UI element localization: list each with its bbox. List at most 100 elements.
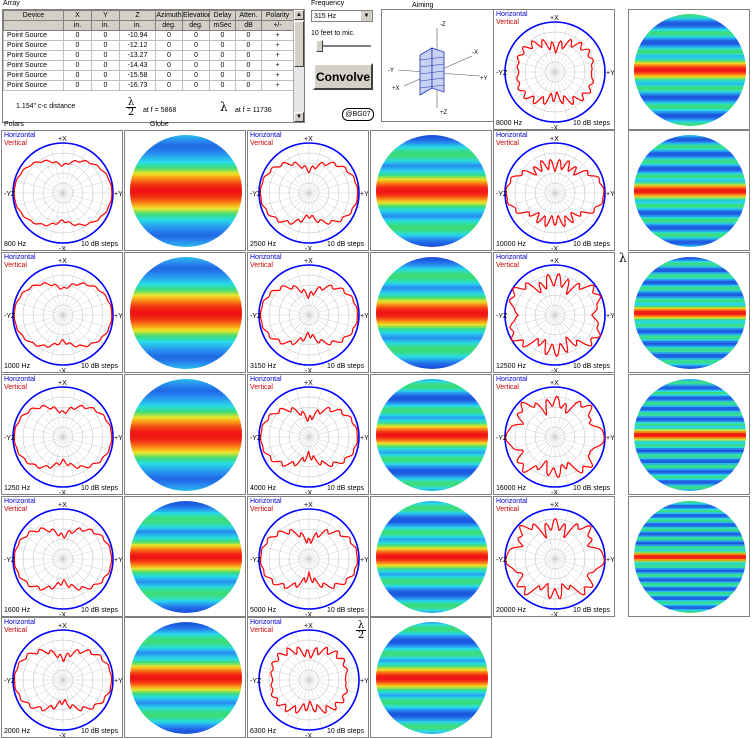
horizontal-legend: Horizontal xyxy=(496,376,528,383)
polar-frequency: 16000 Hz xyxy=(496,485,526,492)
table-cell[interactable]: -10.94 xyxy=(119,30,156,41)
horizontal-trace xyxy=(12,264,114,366)
table-cell[interactable]: 0 xyxy=(63,50,92,61)
column-header[interactable]: Device xyxy=(3,10,64,21)
table-cell[interactable]: 0 xyxy=(155,60,183,71)
table-cell[interactable]: Point Source xyxy=(3,70,64,81)
convolve-button[interactable]: Convolve xyxy=(313,63,373,90)
column-header[interactable]: Azimuth xyxy=(155,10,183,21)
table-cell[interactable]: + xyxy=(261,70,294,81)
table-cell[interactable]: Point Source xyxy=(3,30,64,41)
column-header[interactable]: Elevation xyxy=(182,10,210,21)
table-cell[interactable]: 0 xyxy=(91,60,120,71)
table-cell[interactable]: 0 xyxy=(182,50,210,61)
aiming-view[interactable]: -Z +Z -Y +Y +X -X xyxy=(381,9,494,122)
table-cell[interactable]: + xyxy=(261,60,294,71)
column-header[interactable]: Y xyxy=(91,10,120,21)
table-cell[interactable]: + xyxy=(261,80,294,91)
table-cell[interactable]: 0 xyxy=(235,60,262,71)
unit-cell: +/- xyxy=(261,20,294,31)
table-cell[interactable]: Point Source xyxy=(3,50,64,61)
horizontal-trace xyxy=(504,21,606,123)
column-header[interactable]: Polarity xyxy=(261,10,294,21)
table-cell[interactable]: + xyxy=(261,30,294,41)
table-cell[interactable]: Point Source xyxy=(3,60,64,71)
axis-label: -YZ xyxy=(4,557,16,564)
table-cell[interactable]: 0 xyxy=(91,40,120,51)
table-cell[interactable]: 0 xyxy=(209,70,236,81)
axis-label: +X xyxy=(550,502,559,509)
table-cell[interactable]: 0 xyxy=(235,40,262,51)
table-cell[interactable]: 0 xyxy=(63,60,92,71)
table-cell[interactable]: -14.43 xyxy=(119,60,156,71)
distance-slider[interactable] xyxy=(316,40,371,52)
horizontal-legend: Horizontal xyxy=(250,132,282,139)
column-header[interactable]: Delay xyxy=(209,10,236,21)
table-cell[interactable]: 0 xyxy=(155,50,183,61)
table-cell[interactable]: 0 xyxy=(209,80,236,91)
table-cell[interactable]: -13.27 xyxy=(119,50,156,61)
table-cell[interactable]: 0 xyxy=(182,40,210,51)
scroll-up-icon[interactable]: ▲ xyxy=(294,10,304,20)
table-cell[interactable]: 0 xyxy=(235,50,262,61)
globe-plot xyxy=(370,617,492,738)
table-cell[interactable]: 0 xyxy=(91,80,120,91)
table-cell[interactable]: 0 xyxy=(63,70,92,81)
table-cell[interactable]: 0 xyxy=(209,60,236,71)
table-cell[interactable]: 0 xyxy=(182,60,210,71)
scroll-thumb[interactable] xyxy=(294,21,304,67)
table-cell[interactable]: -16.73 xyxy=(119,80,156,91)
globe-plot xyxy=(628,252,750,373)
table-cell[interactable]: 0 xyxy=(209,50,236,61)
table-cell[interactable]: 0 xyxy=(155,80,183,91)
column-header[interactable]: Z xyxy=(119,10,156,21)
table-cell[interactable]: -15.58 xyxy=(119,70,156,81)
table-cell[interactable]: 0 xyxy=(91,50,120,61)
table-cell[interactable]: -12.12 xyxy=(119,40,156,51)
frequency-select[interactable]: 315 Hz ▼ xyxy=(311,10,373,22)
table-cell[interactable]: Point Source xyxy=(3,40,64,51)
table-cell[interactable]: Point Source xyxy=(3,80,64,91)
table-cell[interactable]: 0 xyxy=(182,30,210,41)
table-row[interactable]: Point Source 0 0 -10.94 0 0 0 0 + xyxy=(3,30,294,41)
axis-neg-z: -Z xyxy=(440,22,446,28)
slider-thumb[interactable] xyxy=(316,40,323,52)
table-row[interactable]: Point Source 0 0 -12.12 0 0 0 0 + xyxy=(3,40,294,51)
table-row[interactable]: Point Source 0 0 -13.27 0 0 0 0 + xyxy=(3,50,294,61)
table-cell[interactable]: 0 xyxy=(155,40,183,51)
polar-frequency: 8000 Hz xyxy=(496,120,523,127)
axis-label: +YZ xyxy=(114,313,123,320)
table-cell[interactable]: 0 xyxy=(182,70,210,81)
table-cell[interactable]: 0 xyxy=(63,80,92,91)
table-cell[interactable]: 0 xyxy=(182,80,210,91)
axis-label: +X xyxy=(58,258,67,265)
column-header[interactable]: Atten. xyxy=(235,10,262,21)
vertical-legend: Vertical xyxy=(250,384,273,391)
table-cell[interactable]: 0 xyxy=(63,30,92,41)
table-cell[interactable]: + xyxy=(261,50,294,61)
table-row[interactable]: Point Source 0 0 -14.43 0 0 0 0 + xyxy=(3,60,294,71)
table-cell[interactable]: 0 xyxy=(91,30,120,41)
table-row[interactable]: Point Source 0 0 -15.58 0 0 0 0 + xyxy=(3,70,294,81)
table-cell[interactable]: 0 xyxy=(235,70,262,81)
table-cell[interactable]: 0 xyxy=(155,30,183,41)
table-cell[interactable]: 0 xyxy=(209,30,236,41)
vertical-trace xyxy=(13,648,113,712)
table-cell[interactable]: + xyxy=(261,40,294,51)
table-cell[interactable]: 0 xyxy=(235,80,262,91)
table-cell[interactable]: 0 xyxy=(63,40,92,51)
table-cell[interactable]: 0 xyxy=(209,40,236,51)
chevron-down-icon[interactable]: ▼ xyxy=(361,11,372,21)
scroll-down-icon[interactable]: ▼ xyxy=(294,112,304,122)
column-header[interactable]: X xyxy=(63,10,92,21)
table-row[interactable]: Point Source 0 0 -16.73 0 0 0 0 + xyxy=(3,80,294,91)
array-table[interactable]: Device X Y Z Azimuth Elevation Delay Atten. Pola… xyxy=(2,9,305,123)
slider-track xyxy=(316,45,371,48)
array-scrollbar[interactable]: ▲ ▼ xyxy=(293,10,304,122)
table-cell[interactable]: 0 xyxy=(91,70,120,81)
table-cell[interactable]: 0 xyxy=(155,70,183,81)
table-cell[interactable]: 0 xyxy=(235,30,262,41)
